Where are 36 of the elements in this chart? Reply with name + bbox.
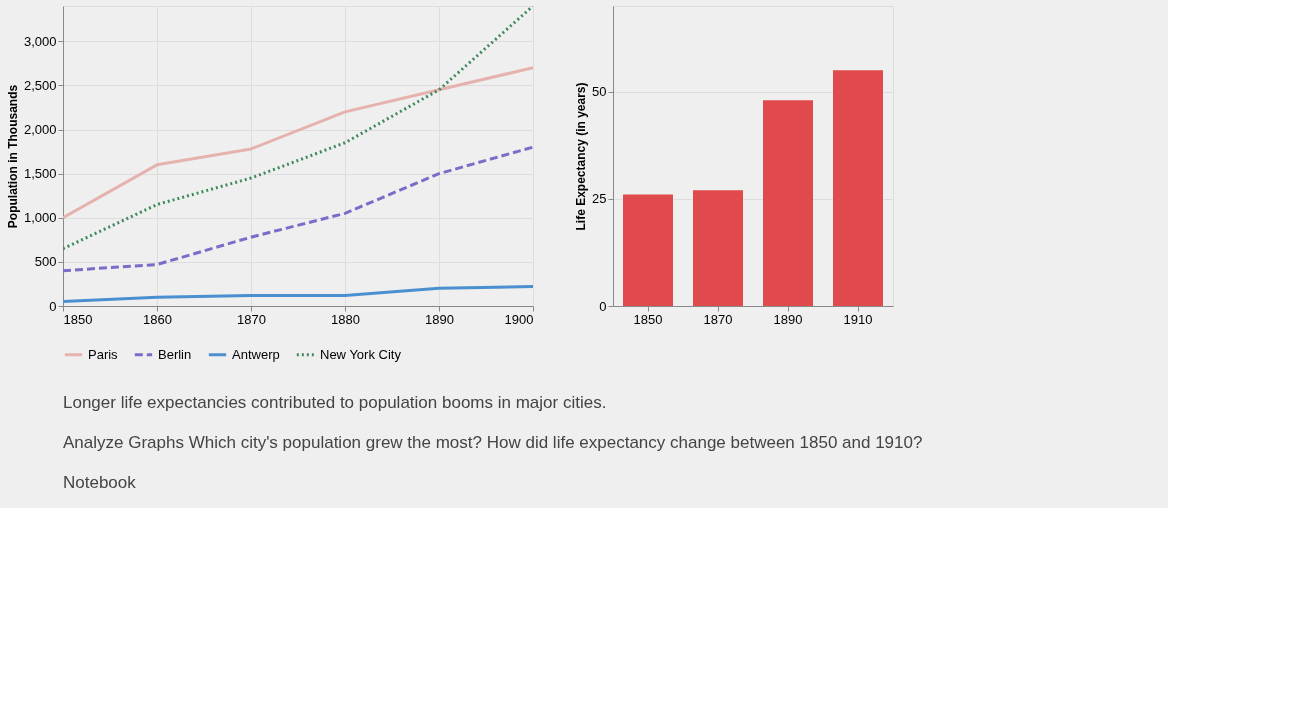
line-series — [63, 6, 533, 251]
legend-label: Paris — [88, 346, 119, 362]
bar — [763, 100, 813, 306]
y-tick-label: 1,500 — [23, 166, 57, 182]
y-tick-label: 2,500 — [23, 77, 57, 93]
y-axis-title: Life Expectancy (in years) — [574, 82, 589, 231]
text: Notebook — [63, 473, 137, 492]
legend-label: Berlin — [158, 346, 192, 362]
x-tick-label: 1850 — [633, 311, 663, 327]
line-series — [63, 66, 533, 220]
x-tick-label: 1890 — [773, 311, 803, 327]
x-tick-label: 1870 — [703, 311, 733, 327]
legend-label: New York City — [320, 346, 402, 362]
line-series — [63, 145, 533, 273]
legend-label: Antwerp — [232, 346, 280, 362]
text: Longer life expectancies contributed to population booms in major cities. — [63, 393, 607, 412]
x-tick-label: 1850 — [63, 311, 93, 327]
x-tick-label: 1890 — [425, 311, 454, 327]
y-tick-label: 1,000 — [23, 210, 57, 226]
x-tick-label: 1910 — [843, 311, 873, 327]
x-tick-label: 1900 — [504, 311, 534, 327]
x-tick-label: 1880 — [331, 311, 360, 327]
bar — [693, 190, 743, 306]
y-tick-label: 3,000 — [23, 33, 57, 49]
y-tick-label: 2,000 — [23, 122, 57, 138]
bar — [623, 194, 673, 306]
x-tick-label: 1860 — [143, 311, 172, 327]
y-tick-label: 0 — [49, 298, 57, 314]
bar — [833, 70, 883, 306]
x-tick-label: 1870 — [237, 311, 266, 327]
y-tick-label: 500 — [34, 254, 57, 270]
y-tick-label: 50 — [592, 84, 607, 100]
y-tick-label: 0 — [599, 298, 607, 314]
y-axis-title: Population in Thousands — [5, 84, 20, 229]
y-tick-label: 25 — [592, 191, 607, 207]
text: Analyze Graphs Which city's population grew the most? How did life expectancy change between 1850 and 1910? — [63, 433, 923, 452]
